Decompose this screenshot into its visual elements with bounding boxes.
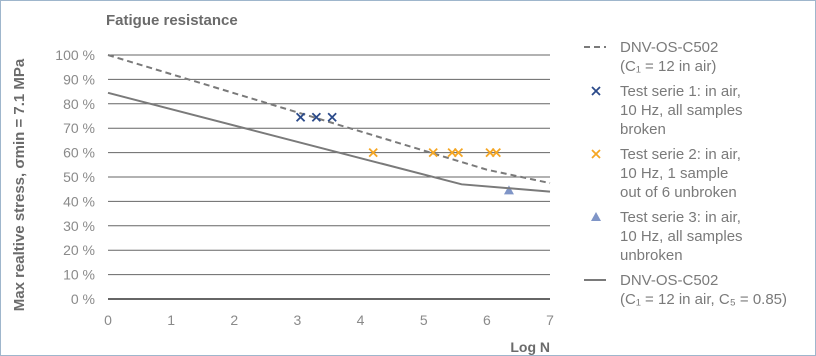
chart-title: Fatigue resistance (106, 12, 238, 29)
legend-triangle-marker (591, 212, 601, 221)
legend-label: broken (620, 121, 666, 138)
y-tick-label: 30 % (63, 218, 95, 234)
x-tick-label: 4 (357, 312, 365, 328)
series-solid-line (107, 91, 551, 193)
grid-lines (108, 54, 550, 300)
legend-entry: Test serie 1: in air, 10 Hz, all samples b… (591, 83, 743, 138)
series-dashed-line (107, 54, 551, 185)
y-tick-label: 10 % (63, 267, 95, 283)
legend-label: unbroken (620, 247, 683, 264)
legend-entry: DNV-OS-C502 (C₁ = 12 in air, C₅ = 0.85) (584, 272, 787, 308)
legend-entry: Test serie 2: in air, 10 Hz, 1 sample out … (591, 146, 741, 201)
scatter-point-x (491, 147, 501, 158)
legend-label: 10 Hz, all samples (620, 102, 743, 119)
y-tick-label: 80 % (63, 96, 95, 112)
x-tick-label: 6 (483, 312, 491, 328)
y-tick-label: 20 % (63, 242, 95, 258)
legend-label: (C₁ = 12 in air, C₅ = 0.85) (620, 291, 787, 308)
legend-label: Test serie 3: in air, (620, 209, 741, 226)
legend-label: 10 Hz, all samples (620, 228, 743, 245)
y-tick-label: 90 % (63, 71, 95, 87)
scatter-point-x (295, 112, 306, 122)
legend-x-marker (591, 86, 601, 96)
legend-label: 10 Hz, 1 sample (620, 165, 728, 182)
x-tick-label: 1 (167, 312, 175, 328)
legend-x-marker (591, 149, 601, 159)
x-tick-label: 0 (104, 312, 112, 328)
legend: DNV-OS-C502 (C₁ = 12 in air) Test serie 1:… (584, 39, 787, 308)
y-tick-label: 70 % (63, 120, 95, 136)
scatter-point-x (453, 147, 464, 158)
legend-entry: DNV-OS-C502 (C₁ = 12 in air) (584, 39, 718, 75)
legend-entry: Test serie 3: in air, 10 Hz, all samples u… (591, 209, 743, 264)
scatter-point-triangle (503, 185, 514, 195)
x-axis-label: Log N (510, 339, 550, 355)
y-tick-label: 0 % (71, 291, 95, 307)
x-tick-label: 3 (294, 312, 302, 328)
legend-label: (C₁ = 12 in air) (620, 58, 716, 75)
legend-label: Test serie 1: in air, (620, 83, 741, 100)
legend-label: Test serie 2: in air, (620, 146, 741, 163)
y-tick-label: 40 % (63, 193, 95, 209)
legend-label: out of 6 unbroken (620, 184, 737, 201)
x-tick-label: 5 (420, 312, 428, 328)
scatter-point-x (327, 112, 337, 122)
legend-label: DNV-OS-C502 (620, 272, 718, 289)
legend-label: DNV-OS-C502 (620, 39, 718, 56)
y-tick-labels: 0 % 10 % 20 % 30 % 40 % 50 % 60 % 70 % 80 % 90 % 1… (55, 47, 95, 307)
y-axis-label: Max realtive stress, σmin = 7.1 MPa (11, 58, 28, 311)
scatter-point-x (311, 112, 322, 122)
x-tick-label: 7 (546, 312, 554, 328)
x-tick-labels: 0 1 2 3 4 5 6 7 (104, 312, 554, 328)
plot-area (107, 54, 551, 195)
y-tick-label: 50 % (63, 169, 95, 185)
y-tick-label: 60 % (63, 145, 95, 161)
scatter-point-x (428, 147, 438, 158)
scatter-point-x (368, 147, 378, 158)
y-tick-label: 100 % (55, 47, 95, 63)
x-tick-label: 2 (230, 312, 238, 328)
